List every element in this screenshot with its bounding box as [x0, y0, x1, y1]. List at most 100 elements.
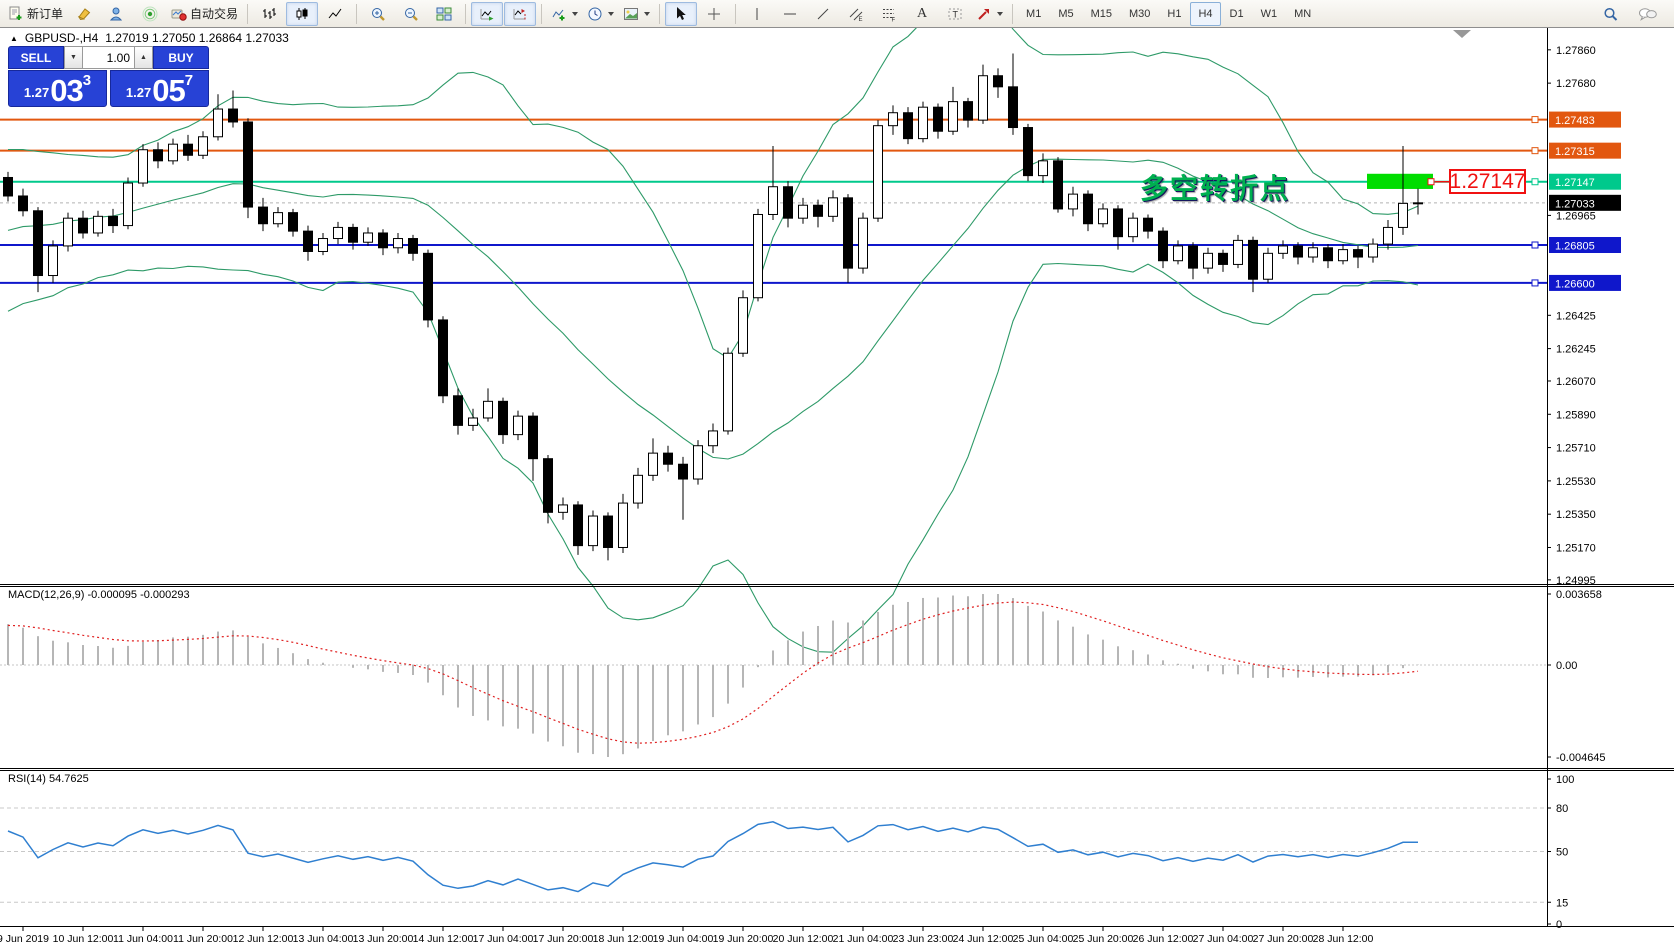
separator — [659, 3, 661, 24]
collapse-panel-icon[interactable]: ▲ — [10, 33, 18, 43]
highlighter-icon — [76, 6, 92, 22]
svg-text:25 Jun 20:00: 25 Jun 20:00 — [1073, 933, 1134, 945]
auto-trading-label: 自动交易 — [190, 7, 239, 21]
sell-price-button[interactable]: 1.27 03 3 — [8, 70, 107, 107]
bar-chart-button[interactable] — [253, 2, 285, 26]
vertical-line-tool-button[interactable] — [741, 2, 773, 26]
svg-text:1.26245: 1.26245 — [1556, 344, 1596, 356]
svg-text:1.26425: 1.26425 — [1556, 310, 1596, 322]
tab-timeframe-m30[interactable]: M30 — [1129, 7, 1151, 20]
rsi-indicator-label: RSI(14) 54.7625 — [8, 773, 89, 785]
svg-text:1.25170: 1.25170 — [1556, 542, 1596, 554]
chart-shift-button[interactable] — [504, 1, 537, 26]
trendline-tool-button[interactable] — [807, 2, 839, 26]
tab-timeframe-h1[interactable]: H1 — [1167, 7, 1182, 20]
line-chart-icon — [327, 6, 343, 22]
separator — [541, 3, 543, 24]
svg-text:10 Jun 12:00: 10 Jun 12:00 — [53, 933, 114, 945]
add-indicator-icon — [551, 6, 567, 22]
svg-text:25 Jun 04:00: 25 Jun 04:00 — [1013, 933, 1074, 945]
line-chart-button[interactable] — [319, 2, 351, 26]
new-order-label: 新订单 — [27, 7, 64, 21]
auto-scroll-button[interactable] — [471, 1, 504, 26]
svg-text:9 Jun 2019: 9 Jun 2019 — [0, 933, 49, 945]
rsi-value: 54.7625 — [48, 773, 89, 785]
svg-text:20 Jun 12:00: 20 Jun 12:00 — [773, 933, 834, 945]
auto-trading-icon — [171, 6, 187, 22]
macd-indicator-label: MACD(12,26,9) -0.000095 -0.000293 — [8, 589, 190, 601]
tile-windows-icon — [436, 6, 452, 22]
svg-text:1.27033: 1.27033 — [1555, 198, 1595, 210]
fibonacci-tool-button[interactable]: F — [873, 2, 905, 26]
arrows-tool-button[interactable] — [972, 2, 1007, 26]
chat-button[interactable] — [1632, 2, 1664, 26]
svg-text:0: 0 — [1556, 919, 1562, 931]
periods-button[interactable] — [583, 2, 618, 26]
profile-button[interactable] — [101, 2, 133, 26]
search-icon — [1602, 6, 1619, 22]
separator — [247, 3, 249, 24]
new-order-button[interactable]: 新订单 — [4, 2, 67, 26]
text-label-icon: T — [947, 6, 963, 22]
auto-scroll-icon — [479, 6, 495, 22]
svg-text:1.25530: 1.25530 — [1556, 476, 1596, 488]
tab-timeframe-d1[interactable]: D1 — [1229, 7, 1244, 20]
sell-button[interactable]: SELL — [8, 46, 64, 69]
signal-button[interactable] — [134, 2, 166, 26]
tab-timeframe-mn[interactable]: MN — [1294, 7, 1312, 20]
svg-text:T: T — [953, 9, 959, 19]
svg-text:E: E — [859, 17, 863, 22]
candlestick-chart-button[interactable] — [286, 1, 319, 26]
text-tool-button[interactable]: A — [906, 2, 938, 26]
zoom-in-icon — [370, 6, 386, 22]
search-button[interactable] — [1594, 2, 1626, 26]
tab-timeframe-h4[interactable]: H4 — [1190, 1, 1221, 26]
svg-text:14 Jun 12:00: 14 Jun 12:00 — [413, 933, 474, 945]
equidistant-channel-icon: E — [848, 6, 864, 22]
tab-timeframe-w1[interactable]: W1 — [1260, 7, 1278, 20]
buy-button[interactable]: BUY — [153, 46, 209, 69]
zoom-in-button[interactable] — [362, 2, 394, 26]
svg-text:1.25350: 1.25350 — [1556, 509, 1596, 521]
tab-timeframe-m1[interactable]: M1 — [1026, 7, 1042, 20]
tile-windows-button[interactable] — [428, 2, 460, 26]
channel-tool-button[interactable]: E — [840, 2, 872, 26]
add-indicator-button[interactable] — [547, 2, 582, 26]
horizontal-line-icon — [782, 6, 798, 22]
auto-trading-button[interactable]: 自动交易 — [167, 2, 242, 26]
svg-text:50: 50 — [1556, 847, 1568, 859]
highlighter-button[interactable] — [68, 2, 100, 26]
volume-input[interactable] — [83, 46, 134, 69]
sell-price-point: 3 — [82, 72, 92, 89]
volume-increase-button[interactable]: ▲ — [134, 46, 153, 69]
tab-timeframe-m15[interactable]: M15 — [1090, 7, 1112, 20]
macd-values: -0.000095 -0.000293 — [87, 589, 190, 601]
chat-icon — [1638, 6, 1658, 22]
templates-button[interactable] — [619, 2, 654, 26]
svg-text:28 Jun 12:00: 28 Jun 12:00 — [1313, 933, 1374, 945]
annotation-text[interactable]: 多空转折点 — [1140, 173, 1291, 204]
crosshair-tool-button[interactable] — [698, 2, 730, 26]
volume-decrease-button[interactable]: ▼ — [64, 46, 83, 69]
svg-text:19 Jun 04:00: 19 Jun 04:00 — [653, 933, 714, 945]
arrow-object-icon — [976, 6, 992, 22]
svg-text:27 Jun 04:00: 27 Jun 04:00 — [1193, 933, 1254, 945]
bar-chart-icon — [261, 6, 277, 22]
svg-text:12 Jun 12:00: 12 Jun 12:00 — [233, 933, 294, 945]
svg-text:1.25710: 1.25710 — [1556, 443, 1596, 455]
price-callout-label[interactable]: 1.27147 — [1449, 169, 1526, 194]
trendline-icon — [815, 6, 831, 22]
crosshair-icon — [706, 6, 722, 22]
buy-price-button[interactable]: 1.27 05 7 — [110, 70, 209, 107]
cursor-tool-button[interactable] — [665, 1, 698, 26]
text-label-tool-button[interactable]: T — [939, 2, 971, 26]
buy-price-pips: 05 — [152, 73, 185, 108]
horizontal-line-tool-button[interactable] — [774, 2, 806, 26]
svg-text:24 Jun 12:00: 24 Jun 12:00 — [953, 933, 1014, 945]
cursor-icon — [673, 6, 689, 22]
svg-text:26 Jun 12:00: 26 Jun 12:00 — [1133, 933, 1194, 945]
svg-text:1.27483: 1.27483 — [1555, 115, 1595, 127]
tab-timeframe-m5[interactable]: M5 — [1058, 7, 1074, 20]
zoom-out-button[interactable] — [395, 2, 427, 26]
